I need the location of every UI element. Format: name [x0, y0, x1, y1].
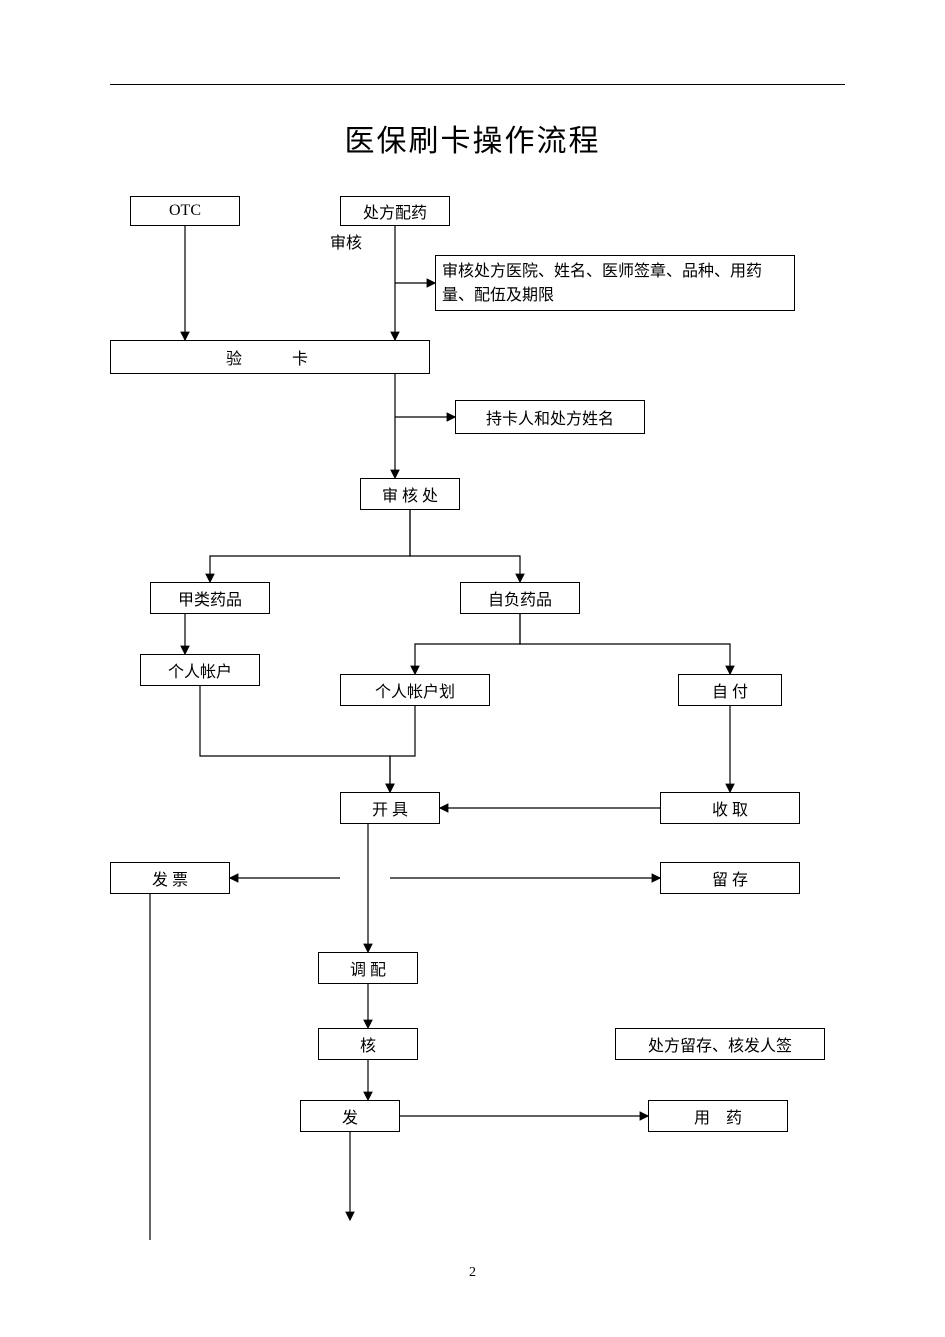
node-keep: 留 存 [660, 862, 800, 894]
node-send: 发 [300, 1100, 400, 1132]
node-drug-a: 甲类药品 [150, 582, 270, 614]
page-title: 医保刷卡操作流程 [0, 116, 945, 160]
node-check: 核 [318, 1028, 418, 1060]
top-rule [110, 84, 845, 85]
page: 医保刷卡操作流程 OTC 处方配药 审核 审核处方医院、姓名、医师签章、品种、用… [0, 0, 945, 1337]
node-invoice: 发 票 [110, 862, 230, 894]
node-usage: 用 药 [648, 1100, 788, 1132]
edge [410, 510, 520, 582]
page-number: 2 [0, 1265, 945, 1281]
edge [520, 614, 730, 674]
node-audit-desc: 审核处方医院、姓名、医师签章、品种、用药量、配伍及期限 [435, 255, 795, 311]
node-holder: 持卡人和处方姓名 [455, 400, 645, 434]
edge [415, 614, 520, 674]
edge [390, 706, 415, 792]
node-drug-self: 自负药品 [460, 582, 580, 614]
node-audit-box: 审 核 处 [360, 478, 460, 510]
node-verify: 验 卡 [110, 340, 430, 374]
node-acct-div: 个人帐户划 [340, 674, 490, 706]
edge [210, 510, 410, 582]
node-collect: 收 取 [660, 792, 800, 824]
node-otc: OTC [130, 196, 240, 226]
node-acct-a: 个人帐户 [140, 654, 260, 686]
label-audit: 审核 [330, 229, 362, 253]
node-note: 处方留存、核发人签 [615, 1028, 825, 1060]
node-dispense: 调 配 [318, 952, 418, 984]
node-rx: 处方配药 [340, 196, 450, 226]
node-issue: 开 具 [340, 792, 440, 824]
node-selfpay: 自 付 [678, 674, 782, 706]
